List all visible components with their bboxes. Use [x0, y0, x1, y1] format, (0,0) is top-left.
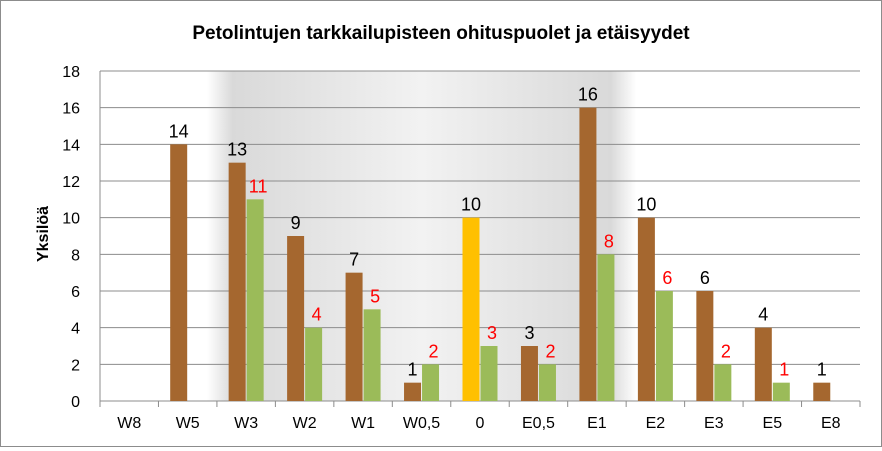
x-tick-label: E3 — [704, 415, 724, 432]
y-tick-label: 6 — [71, 284, 80, 301]
bar-0-series-1 — [462, 217, 480, 401]
bar-W1-series-1 — [345, 272, 363, 401]
x-tick-label: W0,5 — [403, 415, 440, 432]
data-label: 16 — [578, 85, 598, 105]
x-tick-label: E2 — [646, 415, 666, 432]
bar-E0,5-series-1 — [520, 346, 538, 401]
bar-E2-series-2 — [655, 291, 673, 401]
x-tick-label: E5 — [763, 415, 783, 432]
bar-W3-series-2 — [246, 199, 264, 401]
data-label: 2 — [429, 341, 439, 361]
data-label: 5 — [370, 286, 380, 306]
x-tick-label: W8 — [117, 415, 141, 432]
bar-W5-series-1 — [170, 144, 188, 402]
data-label: 1 — [408, 360, 418, 380]
x-tick-label: W3 — [234, 415, 258, 432]
y-tick-label: 8 — [71, 247, 80, 264]
data-label: 8 — [604, 231, 614, 251]
background-band — [206, 71, 637, 401]
data-label: 6 — [662, 268, 672, 288]
data-label: 14 — [169, 121, 189, 141]
bar-E1-series-1 — [579, 107, 597, 402]
data-label: 11 — [249, 176, 268, 196]
data-label: 3 — [524, 323, 534, 343]
y-tick-label: 12 — [62, 174, 80, 191]
data-label: 10 — [461, 195, 481, 215]
y-tick-label: 16 — [62, 101, 80, 118]
bar-E3-series-1 — [696, 291, 714, 401]
data-label: 1 — [779, 360, 789, 380]
bar-0-series-2 — [480, 346, 498, 401]
y-tick-label: 18 — [62, 64, 80, 81]
bar-E5-series-2 — [772, 382, 790, 401]
chart-title: Petolintujen tarkkailupisteen ohituspuol… — [192, 23, 690, 44]
x-tick-label: 0 — [476, 415, 485, 432]
bar-W0,5-series-2 — [422, 364, 440, 401]
bar-W2-series-1 — [287, 236, 305, 401]
data-label: 4 — [758, 305, 768, 325]
x-tick-label: W5 — [176, 415, 200, 432]
x-tick-label: E1 — [587, 415, 607, 432]
data-label: 4 — [312, 305, 322, 325]
bar-E3-series-2 — [714, 364, 732, 401]
bar-E2-series-1 — [637, 217, 655, 401]
bar-E1-series-2 — [597, 254, 615, 401]
y-axis-label: Yksilöä — [35, 206, 52, 262]
x-tick-label: W2 — [293, 415, 317, 432]
bar-E0,5-series-2 — [538, 364, 556, 401]
bar-W3-series-1 — [228, 162, 246, 401]
bar-E5-series-1 — [754, 327, 772, 401]
data-label: 1 — [817, 360, 827, 380]
y-tick-label: 10 — [62, 211, 80, 228]
y-tick-label: 0 — [71, 394, 80, 411]
bar-E8-series-1 — [813, 382, 831, 401]
bar-W2-series-2 — [305, 327, 323, 401]
x-tick-label: E8 — [821, 415, 841, 432]
y-tick-label: 2 — [71, 357, 80, 374]
data-label: 3 — [487, 323, 497, 343]
data-label: 2 — [545, 341, 555, 361]
data-label: 6 — [700, 268, 710, 288]
y-tick-label: 4 — [71, 321, 80, 338]
data-label: 10 — [636, 195, 656, 215]
data-label: 9 — [291, 213, 301, 233]
x-tick-label: W1 — [351, 415, 375, 432]
data-label: 2 — [721, 341, 731, 361]
data-label: 13 — [227, 140, 247, 160]
y-tick-label: 14 — [62, 137, 80, 154]
x-tick-label: E0,5 — [522, 415, 555, 432]
bar-W0,5-series-1 — [404, 382, 422, 401]
data-label: 7 — [349, 250, 359, 270]
bar-W1-series-2 — [363, 309, 381, 401]
